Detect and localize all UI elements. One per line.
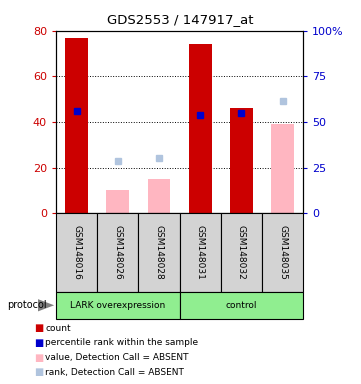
Text: GDS2553 / 147917_at: GDS2553 / 147917_at <box>107 13 254 26</box>
Bar <box>180 213 221 292</box>
Text: ■: ■ <box>34 338 44 348</box>
Text: percentile rank within the sample: percentile rank within the sample <box>45 338 198 348</box>
Text: GSM148032: GSM148032 <box>237 225 246 280</box>
Text: ■: ■ <box>34 353 44 362</box>
Text: ■: ■ <box>34 323 44 333</box>
Text: LARK overexpression: LARK overexpression <box>70 301 165 310</box>
Bar <box>189 45 212 213</box>
Text: value, Detection Call = ABSENT: value, Detection Call = ABSENT <box>45 353 189 362</box>
Text: GSM148028: GSM148028 <box>155 225 164 280</box>
Bar <box>180 292 303 319</box>
Bar <box>65 38 88 213</box>
Text: rank, Detection Call = ABSENT: rank, Detection Call = ABSENT <box>45 367 184 377</box>
Text: control: control <box>226 301 257 310</box>
Bar <box>271 124 294 213</box>
Bar <box>106 190 129 213</box>
Bar <box>97 213 138 292</box>
Text: GSM148016: GSM148016 <box>72 225 81 280</box>
Bar <box>56 292 180 319</box>
Text: ■: ■ <box>34 367 44 377</box>
Text: protocol: protocol <box>7 300 47 310</box>
Text: GSM148035: GSM148035 <box>278 225 287 280</box>
Text: GSM148031: GSM148031 <box>196 225 205 280</box>
Bar <box>262 213 303 292</box>
Text: GSM148026: GSM148026 <box>113 225 122 280</box>
Bar <box>221 213 262 292</box>
Text: count: count <box>45 324 71 333</box>
Bar <box>230 108 253 213</box>
Polygon shape <box>38 299 54 311</box>
Bar <box>138 213 180 292</box>
Bar <box>148 179 170 213</box>
Bar <box>56 213 97 292</box>
